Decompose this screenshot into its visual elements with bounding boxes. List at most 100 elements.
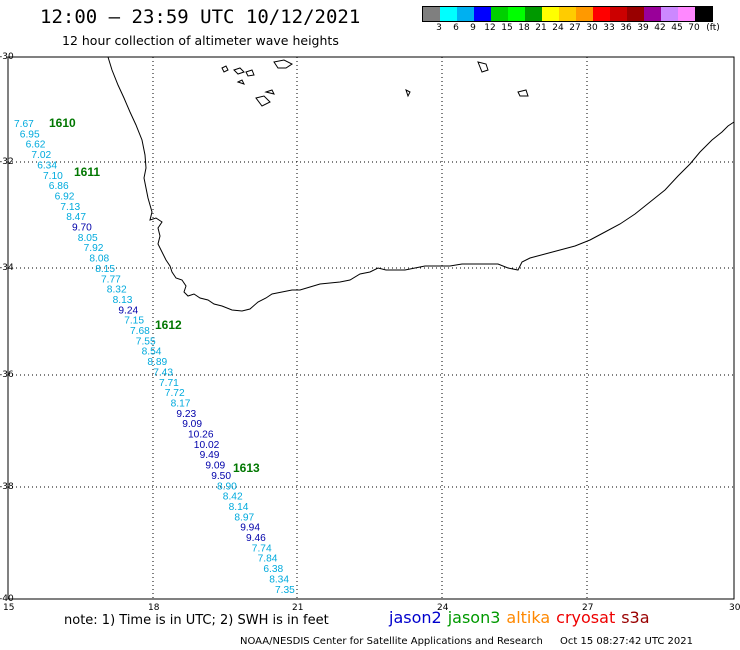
- colorbar-label: 18: [518, 23, 530, 33]
- swh-value: 8.54: [142, 347, 162, 358]
- colorbar-label: 6: [453, 23, 459, 33]
- colorbar-label: 42: [654, 23, 666, 33]
- swh-value: 7.67: [14, 119, 34, 130]
- pass-number-label: 1613: [233, 461, 260, 475]
- latitude-label: -32: [0, 157, 14, 167]
- swh-value: 8.34: [269, 574, 289, 585]
- colorbar-label: 12: [484, 23, 496, 33]
- colorbar-swatch: [610, 7, 627, 21]
- colorbar-swatch: [491, 7, 508, 21]
- colorbar-label: 70: [688, 23, 700, 33]
- colorbar-swatch: [474, 7, 491, 21]
- island-6: [255, 95, 271, 107]
- swh-value: 8.15: [95, 264, 115, 275]
- legend-jason2: jason2: [389, 608, 442, 627]
- swh-value: 8.08: [89, 254, 109, 265]
- colorbar-swatch: [644, 7, 661, 21]
- swh-value: 10.26: [188, 430, 214, 441]
- colorbar-labels: 3 6 9 12 15 18 21 24 27 30 33 36 39 42 45 70 (ft): [422, 23, 740, 35]
- colorbar-swatch: [627, 7, 644, 21]
- swh-value: 8.32: [107, 285, 127, 296]
- coastline: [107, 56, 735, 312]
- colorbar-swatch: [440, 7, 457, 21]
- swh-value: 8.90: [217, 481, 237, 492]
- colorbar-label: 45: [671, 23, 683, 33]
- colorbar-label: 33: [603, 23, 615, 33]
- colorbar-swatch: [525, 7, 542, 21]
- swh-value: 8.47: [66, 212, 86, 223]
- longitude-label: 30: [729, 603, 740, 613]
- colorbar-label: 36: [620, 23, 632, 33]
- swh-value: 9.94: [240, 523, 260, 534]
- colorbar-swatch: [508, 7, 525, 21]
- island-10: [517, 89, 529, 97]
- wave-height-colorbar: [422, 6, 713, 22]
- colorbar-swatch: [576, 7, 593, 21]
- swh-value: 6.34: [37, 160, 57, 171]
- swh-value: 7.92: [84, 243, 104, 254]
- latitude-label: -38: [0, 482, 14, 492]
- colorbar-swatch: [457, 7, 474, 21]
- legend-jason3: jason3: [447, 608, 501, 627]
- swh-value: 8.97: [234, 512, 254, 523]
- island-4: [273, 59, 293, 69]
- colorbar-swatch: [542, 7, 559, 21]
- swh-value: 8.89: [147, 357, 167, 368]
- swh-value: 7.71: [159, 378, 179, 389]
- latitude-label: -36: [0, 370, 14, 380]
- island-2: [233, 67, 245, 75]
- swh-value: 9.70: [72, 223, 92, 234]
- colorbar-label: 3: [436, 23, 442, 33]
- colorbar-swatch: [423, 7, 440, 21]
- latitude-label: -34: [0, 263, 14, 273]
- island-9: [405, 89, 411, 98]
- map-subtitle: 12 hour collection of altimeter wave hei…: [62, 33, 339, 48]
- colorbar-swatch: [593, 7, 610, 21]
- swh-value: 9.24: [118, 305, 138, 316]
- colorbar-label: 9: [470, 23, 476, 33]
- island-1: [221, 65, 229, 73]
- south-africa-coastline: [107, 56, 735, 312]
- colorbar-label: 30: [586, 23, 598, 33]
- longitude-label: 21: [292, 603, 304, 613]
- swh-value: 8.17: [171, 398, 191, 409]
- island-5: [236, 79, 245, 85]
- generated-timestamp: Oct 15 08:27:42 UTC 2021: [560, 636, 693, 647]
- colorbar-swatch: [678, 7, 695, 21]
- pass-labels: 1610 1611 1612 1613: [49, 116, 260, 475]
- island-3: [245, 69, 255, 77]
- latitude-label: -40: [0, 594, 14, 604]
- colorbar-swatch: [559, 7, 576, 21]
- colorbar-swatch: [661, 7, 678, 21]
- legend-cryosat: cryosat: [556, 608, 616, 627]
- credit-line: NOAA/NESDIS Center for Satellite Applica…: [240, 636, 693, 647]
- swh-track: 7.676.956.627.026.347.106.866.927.138.47…: [14, 119, 295, 596]
- map-title: 12:00 – 23:59 UTC 10/12/2021: [40, 6, 361, 28]
- colorbar-label: 21: [535, 23, 547, 33]
- legend-altika: altika: [506, 608, 551, 627]
- swh-value: 7.84: [258, 554, 278, 565]
- swh-value: 9.09: [182, 419, 202, 430]
- swh-value: 6.92: [55, 191, 75, 202]
- longitude-label: 15: [3, 603, 15, 613]
- longitude-label: 18: [148, 603, 160, 613]
- swh-value: 7.72: [165, 388, 185, 399]
- footer-note: note: 1) Time is in UTC; 2) SWH is in fe…: [64, 613, 329, 628]
- satellite-legend: jason2 jason3 altika cryosat s3a: [389, 608, 656, 627]
- swh-value: 7.55: [136, 336, 156, 347]
- swh-value: 10.02: [194, 440, 220, 451]
- colorbar-label: (ft): [706, 23, 720, 33]
- swh-value: 9.46: [246, 533, 266, 544]
- swh-value: 6.95: [20, 129, 40, 140]
- swh-value: 9.09: [205, 461, 225, 472]
- legend-s3a: s3a: [621, 608, 650, 627]
- swh-value: 8.14: [229, 502, 249, 513]
- swh-value: 9.23: [176, 409, 196, 420]
- swh-value: 8.42: [223, 492, 243, 503]
- swh-value: 7.02: [31, 150, 51, 161]
- latitude-label: -30: [0, 52, 14, 62]
- swh-value: 7.74: [252, 543, 272, 554]
- swh-value: 7.15: [124, 316, 144, 327]
- pass-number-label: 1612: [155, 318, 182, 332]
